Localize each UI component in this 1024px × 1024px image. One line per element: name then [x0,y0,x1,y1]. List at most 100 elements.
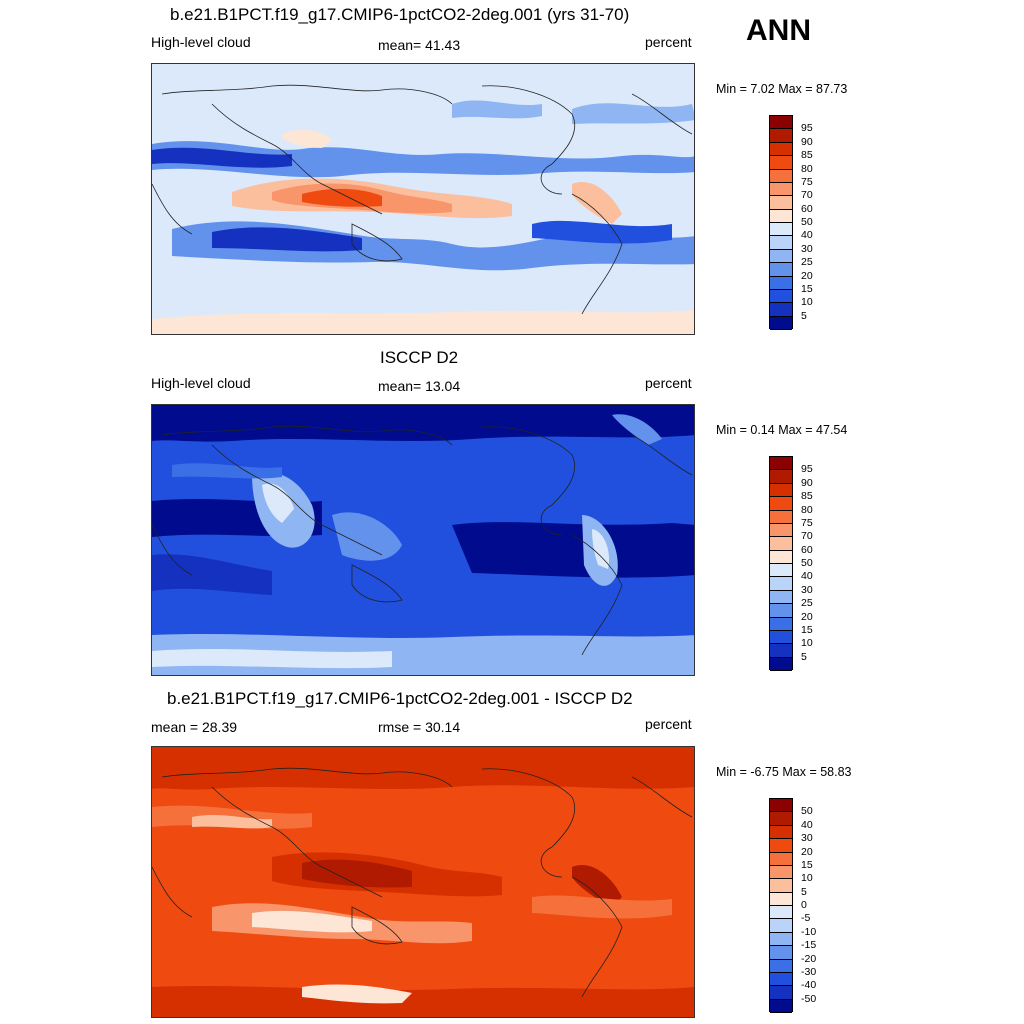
colorbar-box [770,316,792,330]
colorbar-tick-label: 85 [801,149,813,162]
colorbar-box [770,263,792,277]
colorbar-box [770,959,792,973]
colorbar-box [770,236,792,250]
colorbar-tick-label: 15 [801,623,813,636]
colorbar-box [770,972,792,987]
colorbar-box [770,799,792,813]
colorbar-box [770,865,792,880]
colorbar-box [770,142,792,157]
colorbar-tick-label: -30 [801,965,817,978]
colorbar-tick-label: 5 [801,650,807,663]
colorbar-box [770,457,792,471]
colorbar-tick-label: 50 [801,805,813,818]
colorbar-tick-label: -5 [801,912,811,925]
panel-minmax-obs: Min = 0.14 Max = 47.54 [716,423,848,437]
colorbar-tick-label: 10 [801,296,813,309]
panel-left-label-obs: High-level cloud [151,375,251,391]
colorbar-tick-label: 90 [801,476,813,489]
colorbar-model [769,115,793,330]
panel-units-label-obs: percent [645,375,692,391]
colorbar-tick-label: 80 [801,503,813,516]
colorbar-tick-label: 30 [801,583,813,596]
colorbar-box [770,523,792,538]
colorbar-tick-label: 10 [801,637,813,650]
colorbar-tick-label: 25 [801,597,813,610]
colorbar-box [770,919,792,933]
colorbar-box [770,129,792,143]
panel-title-obs: ISCCP D2 [380,348,459,367]
colorbar-box [770,892,792,906]
colorbar-tick-label: 30 [801,832,813,845]
colorbar-tick-label: 95 [801,122,813,135]
season-label: ANN [746,14,811,47]
panel-rmse-label-diff: rmse = 30.14 [378,719,461,735]
colorbar-box [770,879,792,893]
colorbar-tick-label: 20 [801,269,813,282]
panel-mean-label-diff: mean = 28.39 [151,719,238,735]
colorbar-tick-label: 20 [801,845,813,858]
colorbar-box [770,497,792,511]
colorbar-box [770,209,792,223]
colorbar-box [770,169,792,183]
colorbar-box [770,550,792,564]
panel-mean-label-model: mean= 41.43 [378,37,461,53]
colorbar-box [770,116,792,130]
panel-mean-label-obs: mean= 13.04 [378,378,461,394]
colorbar-tick-label: 30 [801,242,813,255]
colorbar-box [770,249,792,264]
panel-units-label-model: percent [645,34,692,50]
colorbar-tick-label: -10 [801,925,817,938]
panel-minmax-model: Min = 7.02 Max = 87.73 [716,82,848,96]
colorbar-box [770,657,792,671]
colorbar-tick-label: 5 [801,885,807,898]
colorbar-tick-label: 95 [801,463,813,476]
colorbar-box [770,289,792,304]
colorbar-box [770,644,792,658]
colorbar-tick-label: 70 [801,189,813,202]
colorbar-box [770,946,792,960]
colorbar-box [770,932,792,947]
colorbar-box [770,590,792,605]
colorbar-tick-label: 25 [801,256,813,269]
colorbar-box [770,470,792,484]
colorbar-box [770,182,792,197]
colorbar-tick-label: -50 [801,992,817,1005]
colorbar-tick-label: 60 [801,543,813,556]
colorbar-obs [769,456,793,671]
colorbar-box [770,196,792,210]
colorbar-box [770,852,792,866]
map-diff-svg [152,747,694,1017]
map-obs [151,404,695,676]
colorbar-tick-label: 85 [801,490,813,503]
colorbar-tick-label: 60 [801,202,813,215]
colorbar-tick-label: 50 [801,216,813,228]
colorbar-box [770,617,792,631]
colorbar-box [770,906,792,920]
colorbar-tick-label: -20 [801,952,817,965]
colorbar-box [770,825,792,840]
map-diff [151,746,695,1018]
colorbar-tick-label: 15 [801,282,813,295]
colorbar-box [770,999,792,1013]
colorbar-box [770,986,792,1000]
panel-title-diff: b.e21.B1PCT.f19_g17.CMIP6-1pctCO2-2deg.0… [167,689,633,708]
colorbar-box [770,276,792,290]
colorbar-tick-label: 80 [801,162,813,175]
colorbar-tick-label: -40 [801,979,817,992]
colorbar-tick-label: 70 [801,530,813,543]
map-obs-svg [152,405,694,675]
map-model-svg [152,64,694,334]
colorbar-tick-label: 40 [801,229,813,242]
colorbar-box [770,577,792,591]
colorbar-box [770,510,792,524]
colorbar-box [770,604,792,618]
map-model [151,63,695,335]
colorbar-tick-label: 15 [801,858,813,871]
colorbar-box [770,839,792,853]
colorbar-tick-label: 75 [801,175,813,188]
colorbar-tick-label: 0 [801,899,807,911]
colorbar-tick-label: 75 [801,516,813,529]
panel-left-label-model: High-level cloud [151,34,251,50]
colorbar-tick-label: 90 [801,135,813,148]
panel-minmax-diff: Min = -6.75 Max = 58.83 [716,765,852,779]
